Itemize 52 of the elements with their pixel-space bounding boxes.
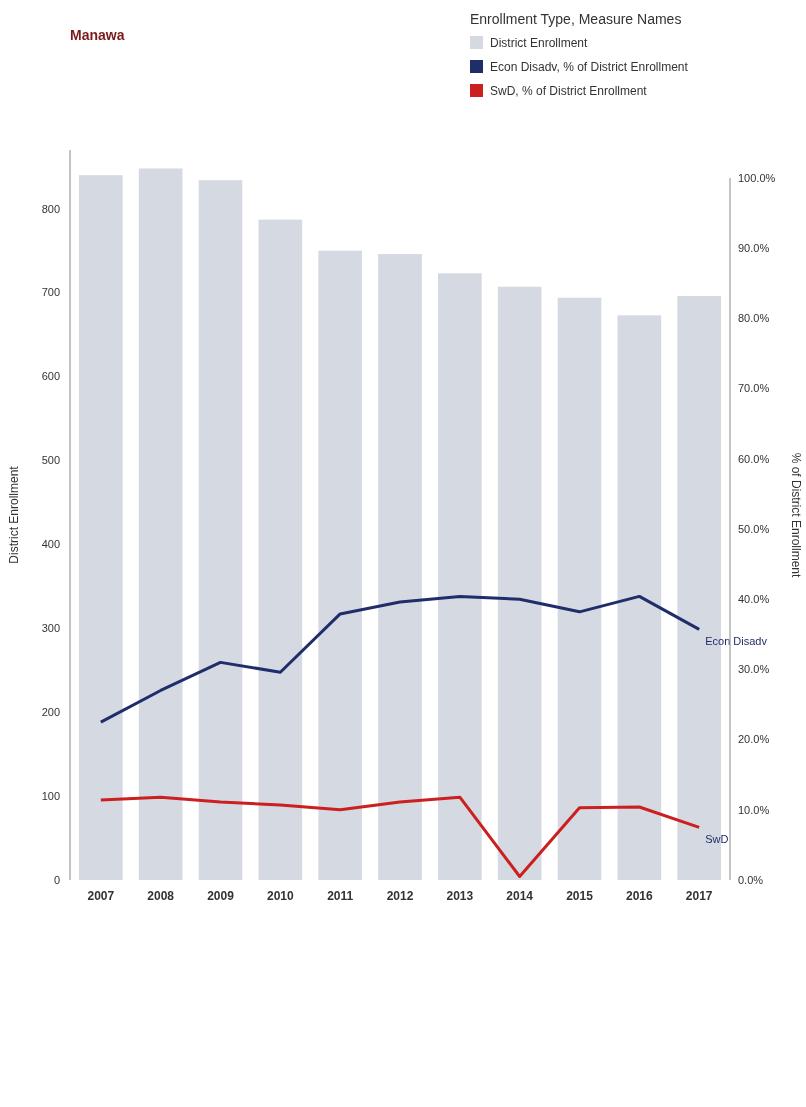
y-tick-label: 0 [53, 873, 60, 886]
line-series [99, 795, 701, 878]
y2-tick-label: 30.0% [738, 663, 770, 676]
x-tick-label: 2017 [685, 889, 713, 903]
x-tick-label: 2012 [386, 889, 414, 903]
annotation: SwD [705, 833, 729, 846]
bar [497, 286, 542, 880]
bar [318, 250, 362, 880]
x-tick-label: 2009 [207, 889, 235, 903]
y-tick-label: 500 [41, 454, 60, 467]
y-axis-title: District Enrollment [7, 465, 21, 564]
x-tick-label: 2016 [626, 889, 654, 903]
bar [258, 219, 303, 880]
bar [557, 297, 602, 880]
y2-axis-title: % of District Enrollment [789, 452, 803, 579]
legend-label: District Enrollment [490, 36, 589, 50]
y2-tick-label: 90.0% [738, 242, 770, 255]
x-tick-label: 2008 [147, 889, 175, 903]
y2-tick-label: 80.0% [738, 312, 770, 325]
y2-tick-label: 100.0% [738, 171, 776, 184]
y2-tick-label: 50.0% [738, 522, 770, 535]
y-tick-label: 700 [41, 286, 60, 299]
x-tick-label: 2011 [327, 889, 354, 903]
y2-tick-label: 20.0% [738, 733, 770, 746]
x-tick-label: 2007 [87, 889, 115, 903]
y-tick-label: 300 [41, 622, 60, 635]
bar [198, 180, 243, 880]
y2-tick-label: 0.0% [738, 873, 764, 886]
chart-title: Manawa [70, 27, 125, 43]
bar [378, 254, 422, 880]
x-tick-label: 2014 [506, 889, 534, 903]
x-tick-label: 2015 [566, 889, 594, 903]
x-tick-label: 2013 [446, 889, 474, 903]
legend-title: Enrollment Type, Measure Names [470, 11, 682, 27]
y2-tick-label: 10.0% [738, 803, 770, 816]
y-tick-label: 600 [41, 370, 60, 383]
y-tick-label: 100 [41, 789, 60, 802]
bar [138, 168, 183, 880]
y2-tick-label: 70.0% [738, 382, 770, 395]
bar [78, 175, 123, 880]
annotation: Econ Disadv [705, 635, 768, 648]
y-tick-label: 200 [41, 706, 60, 719]
x-tick-label: 2010 [266, 889, 294, 903]
legend-label: Econ Disadv, % of District Enrollment [490, 60, 689, 74]
bar [438, 273, 482, 880]
bar [617, 315, 662, 880]
legend-label: SwD, % of District Enrollment [490, 84, 648, 98]
y2-tick-label: 40.0% [738, 593, 770, 606]
line-series [99, 594, 701, 724]
y-tick-label: 400 [41, 538, 60, 551]
y2-tick-label: 60.0% [738, 452, 770, 465]
y-tick-label: 800 [41, 202, 60, 215]
